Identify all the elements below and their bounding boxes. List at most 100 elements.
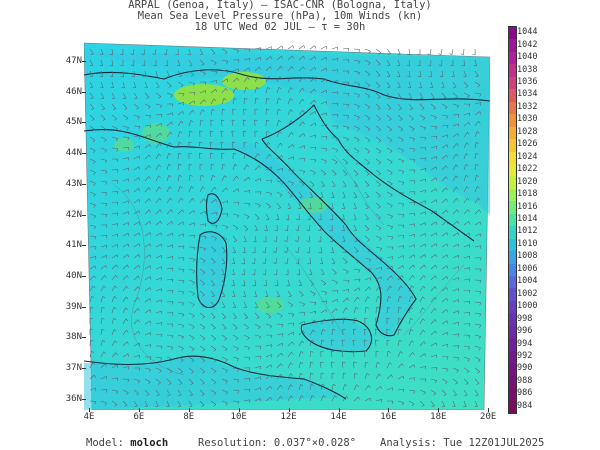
colorbar-label: 1038 [517,64,538,75]
lon-tick [438,408,440,412]
colorbar-segment [509,188,516,202]
land-italy-peninsula [194,143,414,339]
colorbar-label: 984 [517,400,533,411]
colorbar-segment [509,400,516,414]
lon-label: 4E [83,412,95,422]
colorbar-segment [509,375,516,389]
colorbar-label: 1022 [517,164,538,175]
colorbar-label: 1010 [517,238,538,249]
lon-label: 16E [380,412,397,422]
lat-tick [82,337,86,339]
analysis-label: Analysis: [380,437,437,449]
colorbar-segment [509,300,516,314]
colorbar-segment [509,251,516,265]
lat-label: 46N [65,86,82,97]
colorbar-segment [509,27,516,40]
colorbar-label: 1042 [517,39,538,50]
lat-tick [82,245,86,247]
lon-tick [238,408,240,412]
lat-tick [82,153,86,155]
lat-label: 37N [65,363,82,373]
map-canvas [84,42,490,410]
colorbar-label: 1018 [517,189,538,200]
colorbar-segment [509,114,516,128]
colorbar-segment [509,350,516,364]
resolution-value: 0.037°×0.028° [273,437,357,449]
colorbar-segment [509,89,516,103]
lat-label: 47N [65,56,82,66]
lon-tick [89,408,90,412]
land-sicily [302,317,374,351]
lon-tick [188,408,190,412]
map-title-block: ARPAL (Genoa, Italy) — ISAC-CNR (Bologna… [80,0,480,33]
colorbar-segment [509,325,516,339]
colorbar-label: 1026 [517,139,538,150]
colorbar-segment [509,39,516,53]
colorbar-label: 1034 [517,89,538,100]
colorbar-segment [509,101,516,115]
lon-tick [288,408,290,412]
colorbar-segment [509,163,516,177]
lon-tick [138,408,140,412]
lat-tick [82,61,86,62]
colorbar-segment [509,201,516,215]
pressure-colorbar [508,26,517,414]
colorbar-segment [509,213,516,227]
colorbar-label: 994 [517,338,533,349]
colorbar-segment [509,263,516,277]
lat-label: 43N [65,178,82,189]
colorbar-label: 1014 [517,214,538,224]
lat-tick [82,122,86,124]
colorbar-label: 1020 [517,176,538,187]
colorbar-label: 996 [517,326,533,337]
colorbar-segment [509,226,516,240]
colorbar-label: 1024 [517,151,538,162]
land-sardinia [198,231,226,311]
coastlines [84,69,490,400]
alps-high-pressure [174,84,234,106]
colorbar-label: 1000 [517,301,538,312]
colorbar-segment [509,51,516,65]
colorbar-label: 1012 [517,226,538,237]
lat-label: 39N [65,301,82,312]
analysis-value: Tue 12Z01JUL2025 [443,437,545,449]
lon-label: 14E [330,412,347,422]
colorbar-label: 992 [517,350,533,361]
colorbar-segment [509,64,516,78]
model-value: moloch [130,437,169,449]
lon-label: 6E [133,412,145,422]
lon-tick [488,408,490,412]
colorbar-label: 1040 [517,52,538,63]
colorbar-label: 1036 [517,77,538,88]
colorbar-label: 990 [517,363,533,374]
lat-label: 36N [65,393,82,404]
colorbar-segment [509,313,516,327]
lat-tick [82,306,86,308]
lon-label: 20E [480,412,497,422]
analysis-info: Analysis: Tue 12Z01JUL2025 [380,437,544,449]
model-label: Model: [86,437,124,449]
land-north [84,53,490,215]
colorbar-label: 1004 [517,276,538,287]
colorbar-label: 1028 [517,126,538,137]
colorbar-segment [509,363,516,377]
lat-label: 41N [65,240,82,251]
lon-label: 12E [280,412,297,422]
colorbar-label: 1044 [517,27,538,38]
lat-tick [82,368,86,369]
colorbar-segment [509,276,516,289]
lat-label: 44N [65,148,82,159]
lat-tick [82,398,86,400]
lat-label: 38N [65,332,82,343]
colorbar-segment [509,288,516,302]
colorbar-label: 998 [517,313,533,324]
colorbar-label: 988 [517,375,533,386]
colorbar-label: 986 [517,388,533,399]
resolution-label: Resolution: [198,437,268,449]
colorbar-segment [509,139,516,152]
lat-label: 40N [65,270,82,281]
lat-tick [82,91,86,93]
colorbar-segment [509,388,516,402]
resolution-info: Resolution: 0.037°×0.028° [198,437,356,449]
colorbar-label: 1032 [517,101,538,112]
